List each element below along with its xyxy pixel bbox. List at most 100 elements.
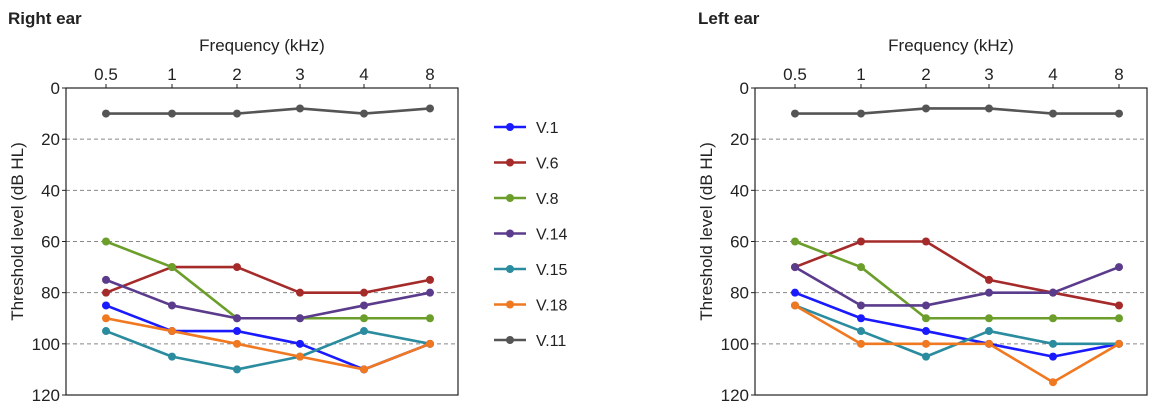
data-point xyxy=(985,339,993,348)
data-point xyxy=(857,237,865,246)
series-line xyxy=(794,304,1120,384)
legend-swatch-marker xyxy=(506,229,514,238)
data-point xyxy=(791,237,799,246)
data-point xyxy=(922,301,930,310)
legend-label: V.18 xyxy=(536,298,568,315)
data-point xyxy=(1049,339,1057,348)
legend-label: V.1 xyxy=(536,120,559,137)
data-point xyxy=(102,109,110,118)
data-point xyxy=(1049,314,1057,323)
x-tick-label: 4 xyxy=(1048,65,1057,84)
data-point xyxy=(922,339,930,348)
x-tick-label: 8 xyxy=(425,65,434,84)
x-tick-label: 2 xyxy=(921,65,930,84)
series-v11 xyxy=(791,104,1123,118)
data-point xyxy=(296,339,304,348)
y-tick-label: 80 xyxy=(41,284,60,303)
x-tick-label: 8 xyxy=(1114,65,1123,84)
y-tick-label: 40 xyxy=(730,181,749,200)
y-tick-label: 120 xyxy=(721,386,749,402)
legend-swatch-marker xyxy=(506,336,514,344)
data-point xyxy=(102,237,110,246)
y-tick-label: 60 xyxy=(730,233,749,252)
data-point xyxy=(102,275,110,284)
data-point xyxy=(426,314,434,323)
legend-item: V.18 xyxy=(494,298,568,315)
legend-item: V.14 xyxy=(494,227,568,244)
legend-swatch-marker xyxy=(506,300,514,309)
data-point xyxy=(922,327,930,336)
y-axis-title: Threshold level (dB HL) xyxy=(8,142,27,321)
legend-item: V.1 xyxy=(494,120,559,137)
y-tick-label: 40 xyxy=(41,181,60,200)
series-line xyxy=(794,304,1119,358)
legend-swatch-marker xyxy=(506,123,514,131)
data-point xyxy=(922,314,930,323)
right-ear-chart: Right ear Frequency (kHz) Threshold level … xyxy=(8,9,459,402)
data-point xyxy=(1115,301,1123,310)
data-point xyxy=(857,339,865,348)
series-line xyxy=(794,240,1119,320)
legend-item: V.11 xyxy=(494,333,566,350)
legend-item: V.15 xyxy=(494,262,568,279)
x-tick-label: 4 xyxy=(359,65,368,84)
x-tick-label: 3 xyxy=(295,65,304,84)
data-point xyxy=(296,314,304,323)
series-line xyxy=(794,291,1120,358)
data-point xyxy=(168,109,176,118)
x-tick-label: 1 xyxy=(167,65,176,84)
data-point xyxy=(1115,263,1123,272)
data-point xyxy=(102,327,110,336)
series-line xyxy=(105,265,431,294)
data-point xyxy=(296,288,304,297)
data-point xyxy=(233,314,241,323)
data-point xyxy=(102,301,110,310)
legend-swatch-marker xyxy=(506,194,514,202)
data-point xyxy=(102,288,110,297)
data-point xyxy=(985,314,993,323)
x-tick-label: 1 xyxy=(856,65,865,84)
x-tick-label: 2 xyxy=(232,65,241,84)
x-tick-label: 3 xyxy=(984,65,993,84)
series-line xyxy=(105,316,431,371)
y-tick-label: 100 xyxy=(721,335,749,354)
y-tick-label: 20 xyxy=(41,130,60,149)
data-point xyxy=(1049,109,1057,118)
series-line xyxy=(794,240,1120,307)
y-tick-label: 0 xyxy=(740,79,749,98)
data-point xyxy=(360,301,368,310)
series-line xyxy=(105,304,431,371)
data-point xyxy=(1049,288,1057,297)
y-tick-label: 100 xyxy=(32,335,60,354)
data-point xyxy=(426,104,434,113)
data-point xyxy=(1049,352,1057,361)
data-point xyxy=(857,327,865,336)
data-point xyxy=(360,109,368,118)
data-point xyxy=(857,263,865,272)
data-point xyxy=(791,263,799,272)
series-v14 xyxy=(791,263,1123,310)
x-tick-label: 0.5 xyxy=(94,65,118,84)
data-point xyxy=(296,352,304,361)
legend-label: V.6 xyxy=(536,156,559,173)
data-point xyxy=(791,301,799,310)
legend-item: V.8 xyxy=(494,191,559,208)
series-v6 xyxy=(102,263,434,297)
series-line xyxy=(795,107,1119,115)
plot-frame xyxy=(65,87,459,396)
data-point xyxy=(296,104,304,113)
data-point xyxy=(791,109,799,118)
data-point xyxy=(360,365,368,374)
data-point xyxy=(233,109,241,118)
x-tick-label: 0.5 xyxy=(783,65,807,84)
data-point xyxy=(1115,339,1123,348)
legend-swatch-marker xyxy=(506,158,514,167)
data-point xyxy=(233,263,241,272)
data-point xyxy=(985,327,993,336)
data-point xyxy=(168,327,176,336)
data-point xyxy=(360,288,368,297)
x-axis-title: Frequency (kHz) xyxy=(888,36,1014,55)
data-point xyxy=(857,301,865,310)
series-v14 xyxy=(102,275,434,323)
